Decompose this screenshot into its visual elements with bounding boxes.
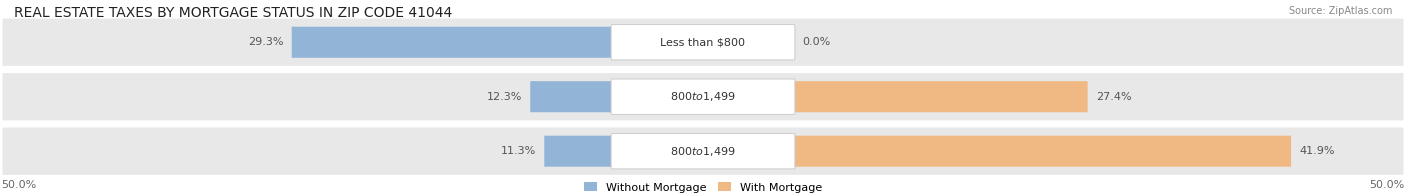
Text: $800 to $1,499: $800 to $1,499 [671, 145, 735, 158]
FancyBboxPatch shape [544, 136, 703, 167]
FancyBboxPatch shape [530, 81, 703, 112]
Text: 50.0%: 50.0% [1, 180, 37, 190]
Text: REAL ESTATE TAXES BY MORTGAGE STATUS IN ZIP CODE 41044: REAL ESTATE TAXES BY MORTGAGE STATUS IN … [14, 6, 453, 20]
Text: Source: ZipAtlas.com: Source: ZipAtlas.com [1288, 6, 1392, 16]
FancyBboxPatch shape [1, 126, 1405, 176]
FancyBboxPatch shape [612, 25, 794, 60]
Text: 50.0%: 50.0% [1369, 180, 1405, 190]
Text: 29.3%: 29.3% [247, 37, 284, 47]
FancyBboxPatch shape [612, 134, 794, 169]
FancyBboxPatch shape [703, 81, 1088, 112]
Text: Less than $800: Less than $800 [661, 37, 745, 47]
FancyBboxPatch shape [1, 72, 1405, 122]
Text: $800 to $1,499: $800 to $1,499 [671, 90, 735, 103]
Text: 0.0%: 0.0% [803, 37, 831, 47]
FancyBboxPatch shape [291, 27, 703, 58]
Text: 12.3%: 12.3% [486, 92, 522, 102]
Text: 27.4%: 27.4% [1095, 92, 1132, 102]
FancyBboxPatch shape [612, 79, 794, 114]
Text: 11.3%: 11.3% [501, 146, 536, 156]
FancyBboxPatch shape [1, 17, 1405, 67]
Legend: Without Mortgage, With Mortgage: Without Mortgage, With Mortgage [579, 178, 827, 195]
FancyBboxPatch shape [703, 136, 1291, 167]
Text: 41.9%: 41.9% [1299, 146, 1334, 156]
